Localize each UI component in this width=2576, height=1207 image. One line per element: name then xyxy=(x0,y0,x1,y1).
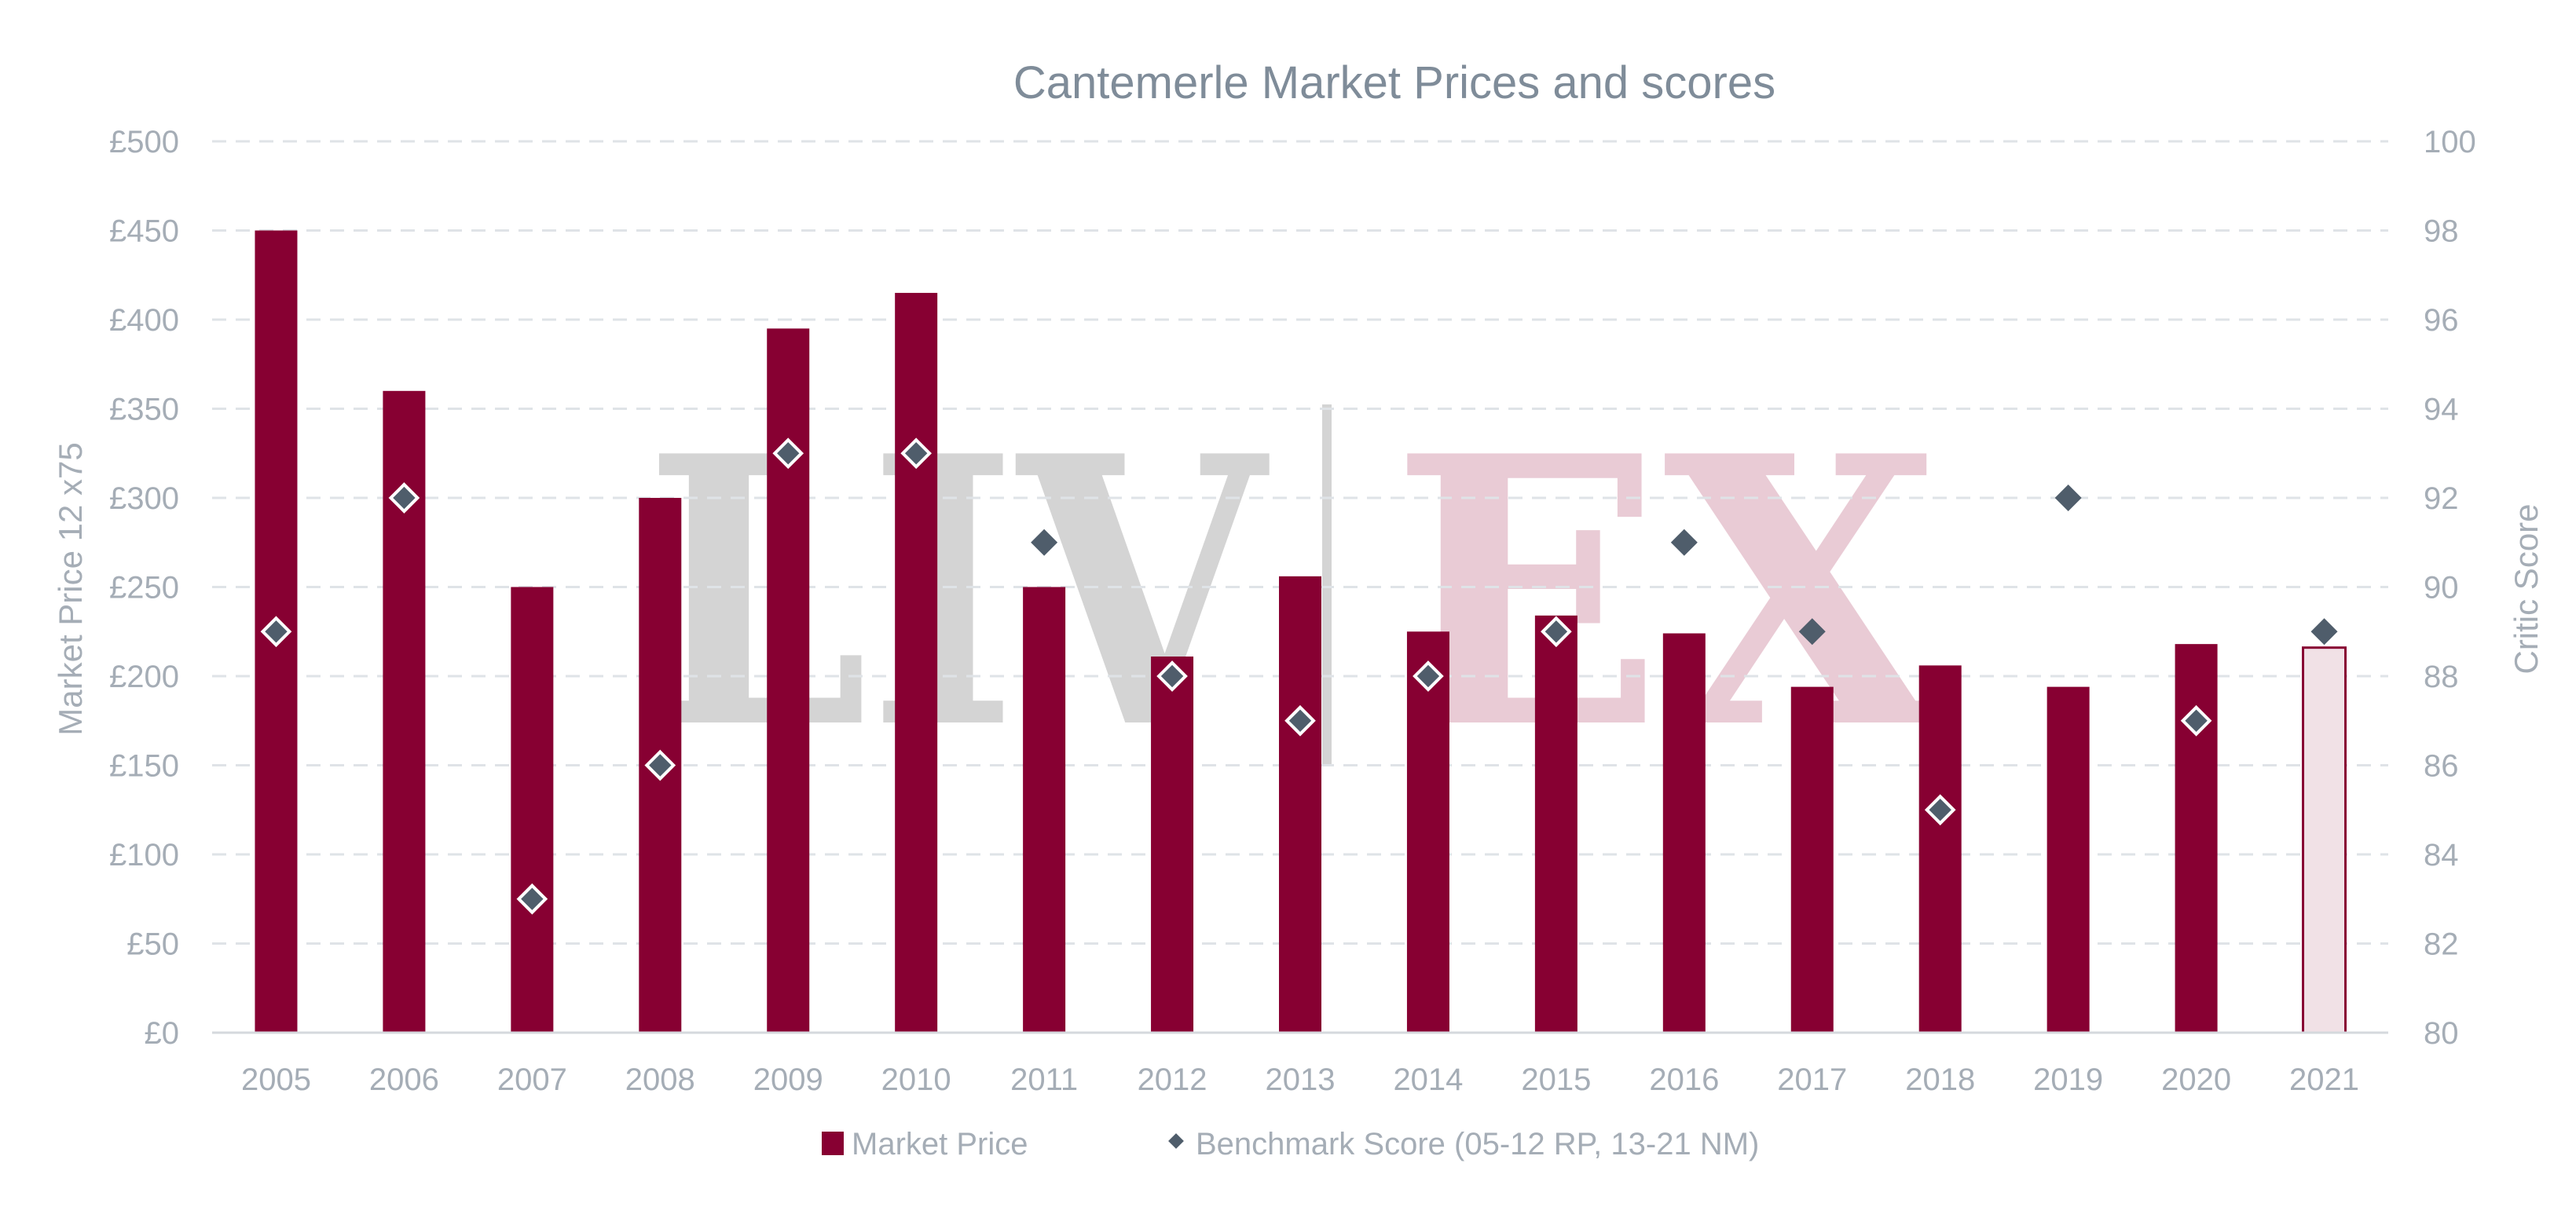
x-tick-label: 2010 xyxy=(881,1063,951,1097)
marker-benchmark-score xyxy=(1924,794,1956,826)
bar-market-price xyxy=(1151,657,1194,1033)
x-tick-label: 2009 xyxy=(753,1063,823,1097)
y2-tick-label: 94 xyxy=(2424,393,2459,427)
y2-tick-label: 96 xyxy=(2424,303,2459,338)
x-tick-label: 2019 xyxy=(2033,1063,2103,1097)
y2-tick-label: 84 xyxy=(2424,838,2459,872)
x-tick-label: 2012 xyxy=(1138,1063,1207,1097)
y-tick-label: £500 xyxy=(109,125,179,159)
y-tick-label: £200 xyxy=(109,660,179,694)
y2-tick-label: 92 xyxy=(2424,481,2459,516)
marker-benchmark-score xyxy=(516,883,548,915)
x-tick-label: 2011 xyxy=(1010,1063,1078,1097)
y2-tick-label: 86 xyxy=(2424,749,2459,784)
right-axis-ticks: 80 82 84 86 88 90 92 94 96 98 100 xyxy=(2424,125,2476,1051)
marker-benchmark-score xyxy=(2054,485,2082,511)
bar-market-price xyxy=(1534,615,1577,1033)
y-axis-label: Market Price 12 x75 xyxy=(52,442,89,736)
bar-market-price xyxy=(767,328,810,1033)
x-tick-label: 2021 xyxy=(2289,1063,2359,1097)
y2-tick-label: 98 xyxy=(2424,214,2459,249)
bar-market-price xyxy=(895,292,938,1033)
marker-benchmark-score xyxy=(1798,618,1826,646)
marker-benchmark-score xyxy=(1541,616,1572,648)
bar-market-price xyxy=(1279,576,1321,1033)
bar-market-price xyxy=(2175,644,2218,1033)
bar-market-price xyxy=(1406,631,1449,1033)
x-tick-label: 2020 xyxy=(2161,1063,2231,1097)
bar-market-price xyxy=(1790,686,1834,1033)
bar-market-price xyxy=(1023,587,1066,1033)
x-tick-label: 2018 xyxy=(1905,1063,1975,1097)
legend: Market Price Benchmark Score (05-12 RP, … xyxy=(822,1127,1759,1161)
x-tick-label: 2016 xyxy=(1649,1063,1719,1097)
bar-market-price xyxy=(2047,686,2090,1033)
x-axis-ticks: 2005 2006 2007 2008 2009 2010 2011 2012 2013 2014… xyxy=(241,1063,2359,1097)
x-tick-label: 2015 xyxy=(1521,1063,1591,1097)
y-tick-label: £450 xyxy=(109,214,179,249)
y2-tick-label: 90 xyxy=(2424,571,2459,605)
y-tick-label: £100 xyxy=(109,838,179,872)
marker-benchmark-score xyxy=(772,437,804,470)
marker-benchmark-score xyxy=(1284,704,1316,737)
marker-benchmark-score xyxy=(2310,618,2338,646)
marker-benchmark-score xyxy=(644,749,676,781)
x-tick-label: 2014 xyxy=(1393,1063,1463,1097)
y-tick-label: £400 xyxy=(109,303,179,338)
market-price-bars xyxy=(255,230,2347,1034)
marker-benchmark-score xyxy=(1413,660,1444,692)
x-tick-label: 2013 xyxy=(1266,1063,1336,1097)
bar-market-price xyxy=(2302,646,2347,1034)
left-axis-ticks: £0 £50 £100 £150 £200 £250 £300 £350 £400 £450 £50… xyxy=(109,125,179,1051)
x-tick-label: 2017 xyxy=(1777,1063,1847,1097)
marker-benchmark-score xyxy=(260,616,292,648)
marker-benchmark-score xyxy=(1031,529,1058,556)
y2-tick-label: 88 xyxy=(2424,660,2459,694)
legend-label-market-price: Market Price xyxy=(852,1127,1028,1161)
y-tick-label: £350 xyxy=(109,393,179,427)
y-tick-label: £0 xyxy=(145,1016,180,1051)
chart-title: Cantemerle Market Prices and scores xyxy=(1013,57,1775,108)
legend-label-benchmark-score: Benchmark Score (05-12 RP, 13-21 NM) xyxy=(1196,1127,1759,1161)
y2-tick-label: 82 xyxy=(2424,927,2459,962)
marker-benchmark-score xyxy=(1670,529,1698,556)
marker-benchmark-score xyxy=(1156,660,1188,692)
marker-benchmark-score xyxy=(388,482,420,514)
y2-tick-label: 100 xyxy=(2424,125,2476,159)
y2-tick-label: 80 xyxy=(2424,1016,2459,1051)
x-tick-label: 2006 xyxy=(369,1063,439,1097)
y-tick-label: £50 xyxy=(126,927,179,962)
benchmark-score-markers xyxy=(260,437,2338,915)
y-tick-label: £150 xyxy=(109,749,179,784)
legend-swatch-benchmark-score xyxy=(1168,1133,1184,1149)
y-tick-label: £300 xyxy=(109,481,179,516)
marker-benchmark-score xyxy=(900,437,933,470)
x-tick-label: 2008 xyxy=(625,1063,695,1097)
bar-market-price xyxy=(1918,665,1962,1033)
bar-market-price xyxy=(511,587,554,1033)
y2-axis-label: Critic Score xyxy=(2508,503,2545,674)
bar-market-price xyxy=(1662,633,1706,1033)
marker-benchmark-score xyxy=(2180,704,2212,737)
y-tick-label: £250 xyxy=(109,571,179,605)
x-tick-label: 2005 xyxy=(241,1063,311,1097)
watermark-divider xyxy=(1322,404,1332,766)
legend-swatch-market-price xyxy=(822,1132,844,1155)
x-tick-label: 2007 xyxy=(497,1063,567,1097)
